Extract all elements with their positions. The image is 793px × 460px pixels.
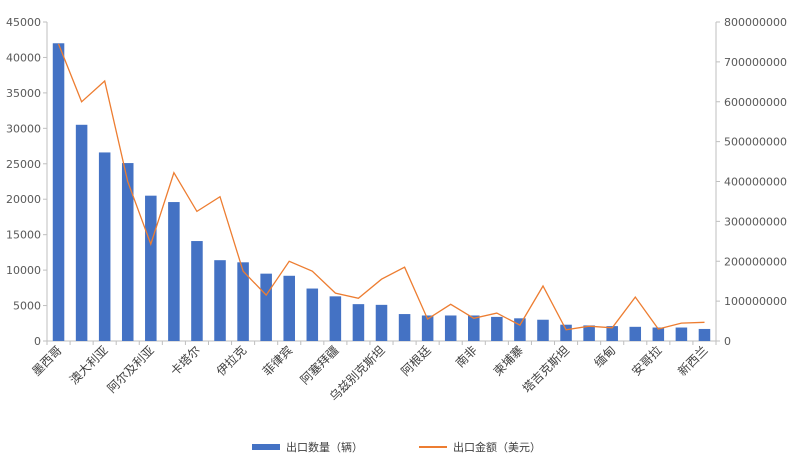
bar	[444, 315, 457, 341]
bar	[491, 316, 503, 341]
bar	[560, 324, 572, 341]
x-tick-label: 阿塞拜疆	[297, 343, 342, 388]
bar	[583, 325, 595, 341]
bar	[514, 318, 526, 341]
y-right-tick-label: 200000000	[724, 255, 787, 268]
bar	[52, 43, 65, 342]
y-left-tick-label: 35000	[6, 87, 41, 100]
y-left-tick-label: 0	[34, 335, 41, 348]
y-right-tick-label: 100000000	[724, 295, 787, 308]
legend-bar-label: 出口数量（辆）	[286, 441, 363, 454]
bar	[675, 327, 688, 341]
y-right-tick-label: 500000000	[724, 136, 787, 149]
legend-item-bar: 出口数量（辆）	[252, 439, 363, 455]
bar	[237, 262, 249, 341]
legend: 出口数量（辆） 出口金额（美元）	[0, 439, 793, 455]
y-left-tick-label: 30000	[6, 122, 41, 135]
y-left-tick-label: 5000	[13, 300, 41, 313]
bar	[352, 304, 365, 341]
y-left-tick-label: 10000	[6, 264, 41, 277]
bar	[698, 328, 711, 341]
legend-item-line: 出口金额（美元）	[419, 439, 541, 455]
x-tick-label: 塔吉克斯坦	[520, 343, 572, 395]
bar	[606, 326, 618, 341]
x-tick-label: 卡塔尔	[167, 343, 203, 379]
x-tick-label: 澳大利亚	[67, 343, 111, 387]
bar	[214, 260, 226, 341]
bar	[98, 152, 111, 341]
bar	[468, 315, 480, 341]
y-right-tick-label: 400000000	[724, 176, 787, 189]
x-tick-label: 安哥拉	[628, 343, 664, 379]
bar	[191, 241, 203, 341]
x-tick-label: 新西兰	[675, 343, 711, 379]
y-right-tick-label: 300000000	[724, 215, 787, 228]
x-tick-label: 柬埔寨	[490, 343, 526, 379]
x-tick-label: 阿尔及利亚	[104, 343, 157, 396]
bar	[306, 288, 319, 341]
y-right-tick-label: 800000000	[724, 16, 787, 29]
bar	[145, 195, 157, 341]
y-left-tick-label: 20000	[6, 193, 41, 206]
bar	[75, 124, 88, 342]
bar	[375, 304, 388, 341]
x-tick-label: 阿根廷	[398, 343, 433, 378]
bar	[168, 202, 180, 341]
x-tick-label: 墨西哥	[29, 343, 64, 378]
y-right-tick-label: 0	[724, 335, 731, 348]
legend-line-swatch	[419, 446, 447, 448]
legend-bar-swatch	[252, 444, 280, 450]
bar	[421, 315, 434, 341]
bar	[121, 163, 134, 341]
legend-line-label: 出口金额（美元）	[453, 441, 541, 454]
x-tick-label: 缅甸	[591, 343, 618, 370]
y-left-tick-label: 15000	[6, 229, 41, 242]
y-left-tick-label: 45000	[6, 16, 41, 29]
y-right-tick-label: 600000000	[724, 96, 787, 109]
bar	[652, 327, 665, 341]
x-tick-label: 伊拉克	[213, 343, 249, 379]
line-series	[57, 43, 705, 331]
x-tick-label: 南非	[452, 343, 480, 371]
y-left-tick-label: 25000	[6, 158, 41, 171]
y-right-tick-label: 700000000	[724, 56, 787, 69]
x-tick-label: 菲律宾	[259, 343, 295, 379]
bar	[260, 273, 272, 341]
bar	[283, 275, 295, 341]
y-left-tick-label: 40000	[6, 51, 41, 64]
bar	[537, 319, 549, 341]
bar	[329, 296, 342, 341]
bar	[629, 326, 642, 341]
bar	[398, 314, 411, 341]
combo-chart: 0 5000 10000 15000 20000 25000 30000 35000 40000…	[6, 16, 787, 404]
